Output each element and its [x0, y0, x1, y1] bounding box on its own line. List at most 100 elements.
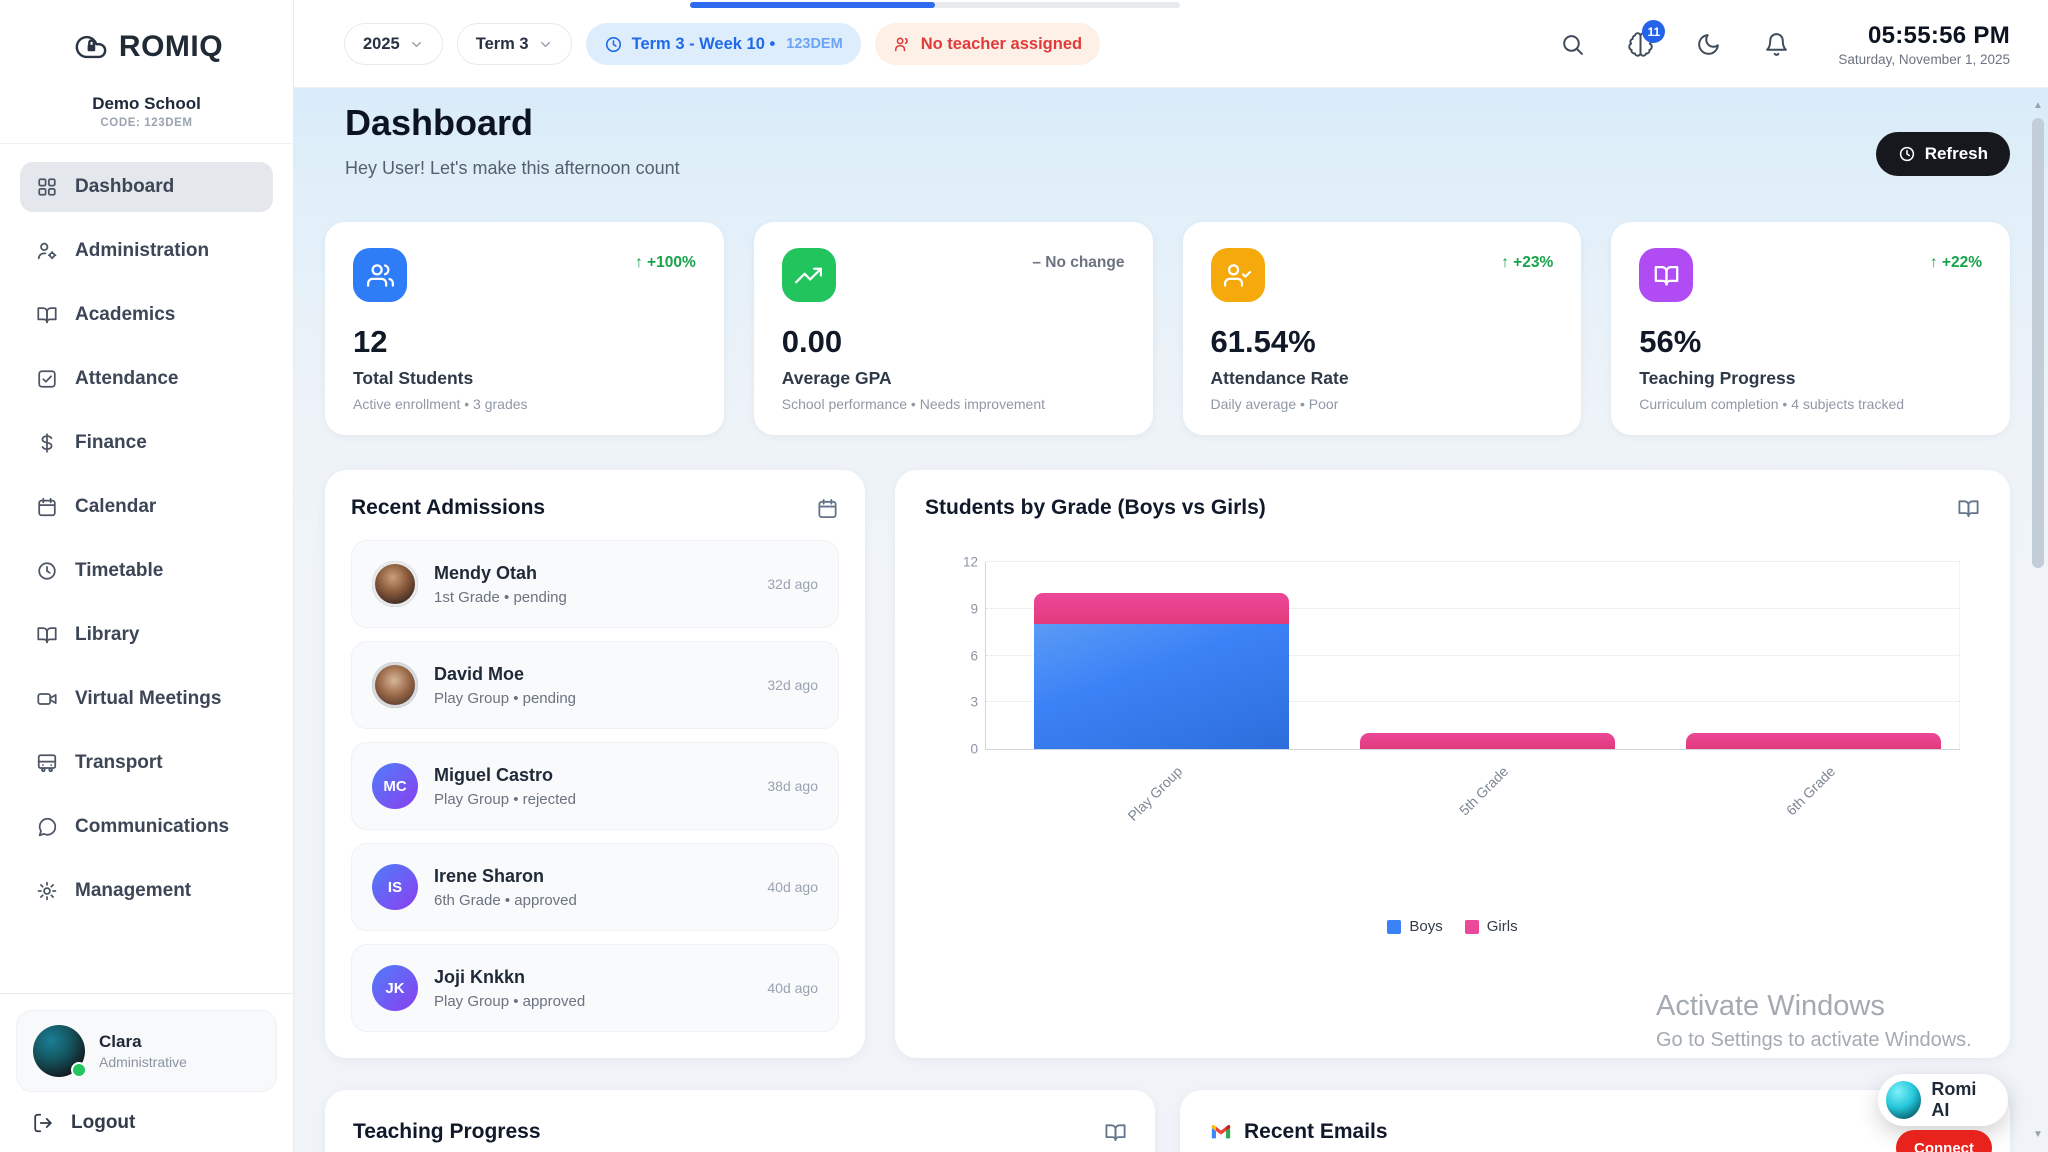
- ai-assistant-button[interactable]: 11: [1626, 20, 1666, 58]
- clock-block: 05:55:56 PM Saturday, November 1, 2025: [1838, 22, 2010, 67]
- girls-bar-segment: [1686, 733, 1942, 749]
- chat-bubble-icon: [38, 818, 57, 837]
- bus-icon: [37, 754, 57, 773]
- admissions-title: Recent Admissions: [351, 496, 546, 519]
- admission-time: 40d ago: [767, 980, 818, 996]
- sidebar-item-label: Library: [75, 624, 140, 645]
- admissions-list: Mendy Otah 1st Grade • pending 32d ago D…: [351, 540, 839, 1032]
- recent-emails-title: Recent Emails: [1244, 1120, 1388, 1143]
- sidebar-item-attendance[interactable]: Attendance: [20, 354, 273, 404]
- book-open-icon[interactable]: [1104, 1121, 1127, 1144]
- romi-ai-label: Romi AI: [1931, 1079, 1977, 1120]
- user-name: Clara: [99, 1032, 142, 1051]
- sidebar-item-transport[interactable]: Transport: [20, 738, 273, 788]
- school-block: Demo School CODE: 123DEM: [0, 94, 293, 144]
- term-value: Term 3: [475, 34, 529, 53]
- vertical-scrollbar[interactable]: ▲ ▼: [2032, 96, 2045, 1146]
- user-card[interactable]: Clara Administrative: [16, 1010, 277, 1092]
- no-teacher-alert-pill[interactable]: No teacher assigned: [874, 23, 1101, 65]
- book-open-icon: [37, 627, 57, 644]
- sidebar-item-label: Attendance: [75, 368, 179, 389]
- sidebar-item-my-workspace[interactable]: My Workspace: [20, 930, 273, 934]
- stat-label: Total Students: [353, 368, 474, 388]
- admission-time: 40d ago: [767, 879, 818, 895]
- topbar-filters: 2025 Term 3 Term 3 - Week 10 • 123DEM No…: [344, 23, 1101, 65]
- admission-row[interactable]: MC Miguel Castro Play Group • rejected 3…: [351, 742, 839, 830]
- sidebar-nav: Dashboard Administration Academics Atten…: [0, 144, 293, 934]
- book-open-icon: [37, 307, 57, 324]
- logout-button[interactable]: Logout: [16, 1092, 277, 1134]
- main-content: Dashboard Hey User! Let's make this afte…: [294, 88, 2048, 1152]
- search-button[interactable]: [1558, 30, 1586, 58]
- sidebar-item-calendar[interactable]: Calendar: [20, 482, 273, 532]
- admission-row[interactable]: Mendy Otah 1st Grade • pending 32d ago: [351, 540, 839, 628]
- gridline: [986, 701, 1960, 703]
- school-code: CODE: 123DEM: [100, 117, 193, 129]
- romi-ai-sphere-icon: [1886, 1081, 1922, 1119]
- sidebar-item-academics[interactable]: Academics: [20, 290, 273, 340]
- admission-row[interactable]: JK Joji Knkkn Play Group • approved 40d …: [351, 944, 839, 1032]
- girls-bar-segment: [1360, 733, 1616, 749]
- y-axis-tick-label: 6: [970, 648, 978, 663]
- sidebar-item-timetable[interactable]: Timetable: [20, 546, 273, 596]
- recent-emails-card: Recent Emails: [1180, 1090, 2010, 1152]
- girls-bar-segment: [1033, 593, 1289, 625]
- book-open-icon: [1639, 248, 1694, 302]
- x-axis-label: 5th Grade: [1456, 763, 1512, 819]
- sidebar-item-finance[interactable]: Finance: [20, 418, 273, 468]
- sidebar-item-label: Transport: [75, 752, 163, 773]
- connect-button[interactable]: Connect: [1896, 1130, 1992, 1152]
- book-open-icon[interactable]: [1957, 497, 1980, 520]
- horizontal-scrollbar-thumb[interactable]: [690, 2, 935, 8]
- x-axis-label: Play Group: [1124, 763, 1186, 824]
- horizontal-scrollbar[interactable]: [690, 2, 1180, 8]
- sidebar-item-administration[interactable]: Administration: [20, 226, 273, 276]
- teaching-progress-card: Teaching Progress: [325, 1090, 1155, 1152]
- sidebar-item-library[interactable]: Library: [20, 610, 273, 660]
- bar-chart-plot: 0 3 6 9 12 Play Group 5th Grade 6th Grade: [963, 555, 1960, 824]
- sidebar-item-communications[interactable]: Communications: [20, 802, 273, 852]
- current-date: Saturday, November 1, 2025: [1838, 51, 2010, 67]
- sidebar-footer: Clara Administrative Logout: [0, 993, 293, 1152]
- romi-ai-button[interactable]: Romi AI: [1878, 1074, 2008, 1126]
- sidebar: ROMIQ Demo School CODE: 123DEM Dashboard…: [0, 0, 294, 1152]
- week-pill[interactable]: Term 3 - Week 10 • 123DEM: [585, 23, 861, 65]
- term-select[interactable]: Term 3: [456, 23, 572, 65]
- stat-value: 56%: [1639, 324, 1702, 359]
- legend-item-boys: Boys: [1387, 918, 1443, 935]
- y-axis-tick-label: 12: [962, 554, 978, 570]
- stat-card-attendance-rate: ↑ +23% 61.54% Attendance Rate Daily aver…: [1182, 222, 1582, 435]
- notifications-button[interactable]: [1762, 30, 1790, 58]
- scroll-up-arrow[interactable]: ▲: [2033, 100, 2043, 111]
- sidebar-item-label: Timetable: [75, 560, 164, 581]
- refresh-button[interactable]: Refresh: [1875, 132, 2010, 176]
- sidebar-item-virtual-meetings[interactable]: Virtual Meetings: [20, 674, 273, 724]
- online-status-dot: [71, 1062, 87, 1078]
- stat-label: Attendance Rate: [1210, 368, 1349, 388]
- gmail-icon: [1211, 1124, 1231, 1139]
- stat-sublabel: Active enrollment • 3 grades: [353, 396, 528, 412]
- student-avatar: IS: [372, 864, 418, 910]
- sidebar-item-dashboard[interactable]: Dashboard: [20, 162, 273, 212]
- dashboard-grid-icon: [38, 178, 56, 196]
- dark-mode-toggle[interactable]: [1694, 30, 1722, 58]
- scroll-down-arrow[interactable]: ▼: [2033, 1129, 2043, 1140]
- chevron-down-icon: [540, 41, 550, 47]
- admission-row[interactable]: David Moe Play Group • pending 32d ago: [351, 641, 839, 729]
- chart-title: Students by Grade (Boys vs Girls): [925, 496, 1266, 519]
- stat-label: Average GPA: [781, 368, 892, 388]
- bar-5th-grade: [1360, 562, 1616, 749]
- topbar-actions: 11 05:55:56 PM Saturday, November 1, 202…: [1558, 0, 2010, 88]
- check-square-icon: [38, 370, 56, 388]
- video-camera-icon: [37, 693, 57, 705]
- student-name: David Moe: [434, 663, 525, 684]
- vertical-scrollbar-thumb[interactable]: [2032, 118, 2044, 568]
- calendar-icon[interactable]: [816, 497, 839, 520]
- year-select[interactable]: 2025: [344, 23, 443, 65]
- user-gear-icon: [37, 242, 57, 260]
- student-detail: Play Group • pending: [434, 689, 577, 707]
- sidebar-item-management[interactable]: Management: [20, 866, 273, 916]
- admission-row[interactable]: IS Irene Sharon 6th Grade • approved 40d…: [351, 843, 839, 931]
- sidebar-item-label: Dashboard: [75, 176, 175, 197]
- stat-delta: ↑ +100%: [634, 254, 696, 271]
